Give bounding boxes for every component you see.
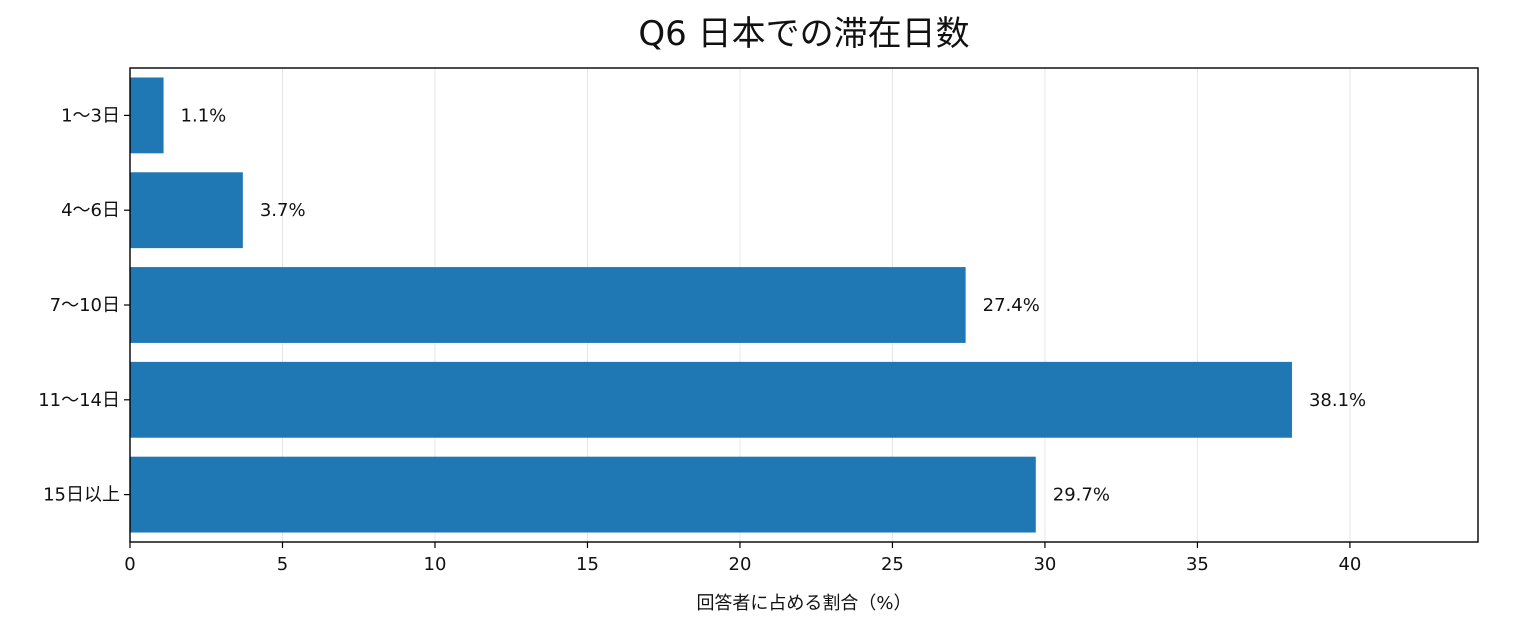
- bar: [130, 77, 164, 154]
- x-axis-label: 回答者に占める割合（%）: [696, 593, 911, 614]
- plot-frame: [129, 67, 1479, 543]
- y-tick-label: 1〜3日: [61, 105, 120, 126]
- bar-value-label: 38.1%: [1309, 390, 1366, 411]
- x-tick-label: 35: [1186, 554, 1209, 575]
- bars: [130, 77, 1292, 533]
- bar: [130, 361, 1292, 438]
- x-tick-label: 5: [277, 554, 288, 575]
- bar-value-label: 29.7%: [1053, 485, 1110, 506]
- bar-value-label: 27.4%: [983, 295, 1040, 316]
- y-tick-label: 4〜6日: [61, 200, 120, 221]
- x-tick-label: 25: [881, 554, 904, 575]
- y-tick-label: 11〜14日: [38, 390, 120, 411]
- y-axis: 1〜3日 4〜6日 7〜10日 11〜14日 15日以上: [38, 105, 130, 506]
- bar: [130, 267, 966, 343]
- chart-title: Q6 日本での滞在日数: [638, 14, 969, 54]
- y-tick-label: 15日以上: [43, 485, 120, 506]
- x-tick-label: 0: [124, 554, 135, 575]
- bar-value-label: 1.1%: [181, 105, 227, 126]
- x-tick-label: 30: [1033, 554, 1056, 575]
- x-tick-label: 15: [576, 554, 599, 575]
- x-tick-label: 10: [424, 554, 447, 575]
- bar: [130, 172, 243, 249]
- bar-labels: 1.1% 3.7% 27.4% 38.1% 29.7%: [181, 105, 1367, 505]
- x-tick-label: 20: [729, 554, 752, 575]
- bar: [130, 456, 1036, 533]
- y-tick-label: 7〜10日: [50, 295, 120, 316]
- bar-value-label: 3.7%: [260, 200, 306, 221]
- x-axis: 0 5 10 15 20 25 30 35 40: [124, 542, 1361, 575]
- x-tick-label: 40: [1338, 554, 1361, 575]
